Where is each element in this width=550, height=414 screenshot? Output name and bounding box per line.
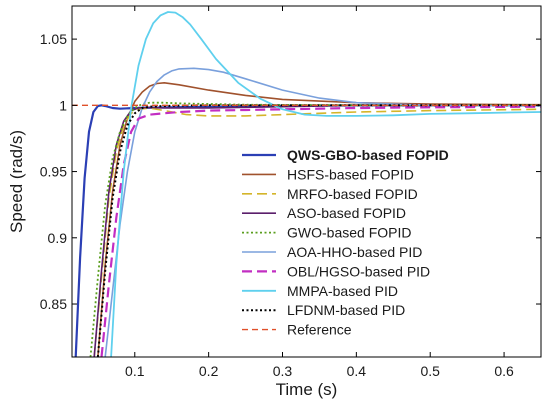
- legend-label-3: ASO-based FOPID: [287, 205, 406, 221]
- legend-label-6: OBL/HGSO-based PID: [287, 263, 430, 279]
- y-axis-label: Speed (rad/s): [7, 130, 26, 233]
- legend-label-2: MRFO-based FOPID: [287, 186, 418, 202]
- legend-label-4: GWO-based FOPID: [287, 225, 411, 241]
- y-tick-label: 1.05: [40, 31, 67, 47]
- legend-label-1: HSFS-based FOPID: [287, 166, 414, 182]
- x-tick-label: 0.5: [420, 363, 440, 379]
- y-tick-label: 0.85: [40, 296, 67, 312]
- x-tick-label: 0.3: [273, 363, 293, 379]
- y-tick-label: 1: [59, 97, 67, 113]
- plot-area: [72, 11, 541, 357]
- y-tick-label: 0.9: [48, 230, 68, 246]
- x-tick-label: 0.2: [199, 363, 219, 379]
- legend-label-5: AOA-HHO-based PID: [287, 244, 422, 260]
- series-line-1: [97, 82, 541, 357]
- legend-label-8: LFDNM-based PID: [287, 302, 405, 318]
- legend: QWS-GBO-based FOPID HSFS-based FOPID MRFO-…: [242, 147, 449, 338]
- axes: 0.1 0.2 0.3 0.4 0.5 0.6 0.85 0.9 0.95 1 1.05: [40, 5, 542, 379]
- legend-label-7: MMPA-based PID: [287, 283, 398, 299]
- x-axis-label: Time (s): [276, 380, 338, 399]
- series-line-2: [93, 107, 541, 357]
- x-tick-label: 0.6: [494, 363, 514, 379]
- series-line-5: [104, 67, 541, 357]
- legend-label-9: Reference: [287, 322, 352, 338]
- legend-label-0: QWS-GBO-based FOPID: [287, 147, 449, 163]
- x-tick-label: 0.1: [125, 363, 145, 379]
- series-line-7: [110, 11, 541, 357]
- plot-frame: [71, 5, 542, 358]
- x-tick-label: 0.4: [347, 363, 367, 379]
- y-tick-label: 0.95: [40, 164, 67, 180]
- series-line-6: [100, 105, 541, 357]
